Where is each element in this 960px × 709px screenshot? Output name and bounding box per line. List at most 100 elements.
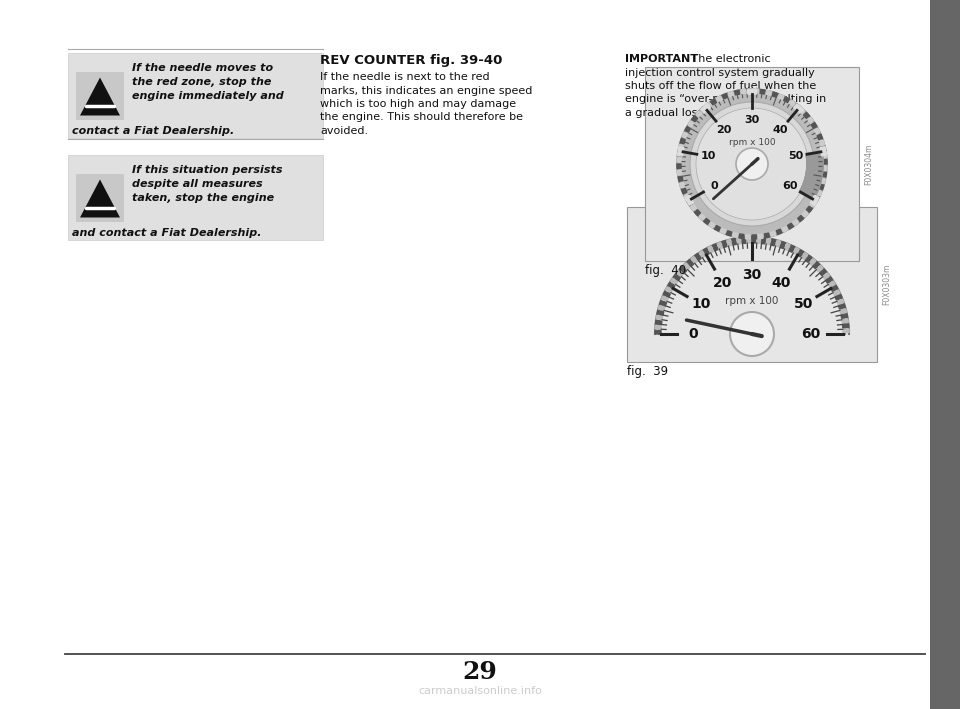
Bar <box>930 0 960 709</box>
Polygon shape <box>663 291 670 297</box>
Polygon shape <box>821 147 826 152</box>
Polygon shape <box>688 121 694 127</box>
Polygon shape <box>816 265 823 272</box>
Polygon shape <box>732 233 738 238</box>
Polygon shape <box>657 311 663 315</box>
Text: 30: 30 <box>742 268 761 282</box>
Text: avoided.: avoided. <box>320 126 368 136</box>
Polygon shape <box>687 199 693 206</box>
Polygon shape <box>722 241 727 247</box>
Polygon shape <box>843 324 849 328</box>
Polygon shape <box>741 89 746 94</box>
Polygon shape <box>678 177 683 182</box>
Bar <box>76 72 124 120</box>
Polygon shape <box>802 252 807 259</box>
Polygon shape <box>668 282 675 289</box>
Polygon shape <box>821 178 826 184</box>
Text: 50: 50 <box>788 151 803 162</box>
Polygon shape <box>716 96 722 101</box>
Text: 0: 0 <box>710 181 718 191</box>
Polygon shape <box>746 235 750 239</box>
Text: 60: 60 <box>782 181 798 191</box>
Polygon shape <box>659 306 665 311</box>
Polygon shape <box>682 189 687 194</box>
Polygon shape <box>840 309 847 313</box>
Polygon shape <box>80 77 120 116</box>
Polygon shape <box>677 157 682 162</box>
Polygon shape <box>822 153 827 158</box>
Polygon shape <box>799 108 805 114</box>
Text: 10: 10 <box>691 298 710 311</box>
Circle shape <box>736 148 768 180</box>
Polygon shape <box>798 250 804 257</box>
Text: The electronic: The electronic <box>688 54 771 64</box>
Text: If this situation persists: If this situation persists <box>132 165 282 175</box>
Polygon shape <box>727 230 732 236</box>
Polygon shape <box>819 184 824 189</box>
Polygon shape <box>835 294 842 300</box>
Polygon shape <box>732 238 736 245</box>
Text: the red zone, stop the: the red zone, stop the <box>132 77 272 87</box>
Polygon shape <box>708 246 713 253</box>
Text: engine immediately and: engine immediately and <box>132 91 284 101</box>
Polygon shape <box>810 201 816 207</box>
Polygon shape <box>655 325 661 329</box>
Polygon shape <box>695 254 701 260</box>
Text: fig.  39: fig. 39 <box>627 365 668 378</box>
Text: shuts off the flow of fuel when the: shuts off the flow of fuel when the <box>625 81 816 91</box>
Polygon shape <box>709 222 715 228</box>
Polygon shape <box>739 234 744 238</box>
Polygon shape <box>684 194 689 200</box>
Text: 30: 30 <box>744 115 759 125</box>
Text: If the needle is next to the red: If the needle is next to the red <box>320 72 490 82</box>
Polygon shape <box>678 147 684 156</box>
Polygon shape <box>776 240 780 247</box>
Bar <box>627 207 877 362</box>
Text: F0X0304m: F0X0304m <box>864 143 873 184</box>
Polygon shape <box>770 231 776 236</box>
Polygon shape <box>678 151 682 156</box>
Polygon shape <box>677 270 684 277</box>
Bar <box>68 53 323 138</box>
Polygon shape <box>814 128 820 134</box>
Text: despite all measures: despite all measures <box>132 179 263 189</box>
Text: If the needle moves to: If the needle moves to <box>132 63 274 73</box>
Polygon shape <box>822 172 827 177</box>
Polygon shape <box>828 281 835 287</box>
Polygon shape <box>696 111 702 117</box>
Polygon shape <box>722 94 728 99</box>
Polygon shape <box>701 104 710 113</box>
Polygon shape <box>694 210 701 216</box>
Text: rpm x 100: rpm x 100 <box>726 296 779 306</box>
Polygon shape <box>830 286 838 291</box>
Polygon shape <box>679 145 684 150</box>
Circle shape <box>690 102 814 226</box>
Polygon shape <box>748 89 756 94</box>
Polygon shape <box>760 89 765 94</box>
Text: marks, this indicates an engine speed: marks, this indicates an engine speed <box>320 86 533 96</box>
Circle shape <box>677 89 827 239</box>
Polygon shape <box>714 225 720 231</box>
Polygon shape <box>737 238 741 244</box>
Bar <box>645 67 859 261</box>
Polygon shape <box>680 138 685 144</box>
Circle shape <box>696 108 808 220</box>
Polygon shape <box>691 257 697 263</box>
Text: injection control system gradually: injection control system gradually <box>625 67 815 77</box>
Polygon shape <box>816 190 822 196</box>
Polygon shape <box>837 299 844 305</box>
Polygon shape <box>720 228 726 234</box>
Polygon shape <box>678 170 682 175</box>
Text: fig.  40: fig. 40 <box>645 264 686 277</box>
Polygon shape <box>742 238 746 243</box>
Polygon shape <box>826 277 832 283</box>
Polygon shape <box>717 242 723 249</box>
Polygon shape <box>771 239 776 246</box>
Text: and contact a Fiat Dealership.: and contact a Fiat Dealership. <box>72 228 261 238</box>
Polygon shape <box>756 237 760 243</box>
Text: 0: 0 <box>688 327 698 341</box>
Polygon shape <box>809 259 816 265</box>
Polygon shape <box>704 218 709 224</box>
Polygon shape <box>820 147 827 156</box>
Text: F0X0303m: F0X0303m <box>882 264 891 305</box>
